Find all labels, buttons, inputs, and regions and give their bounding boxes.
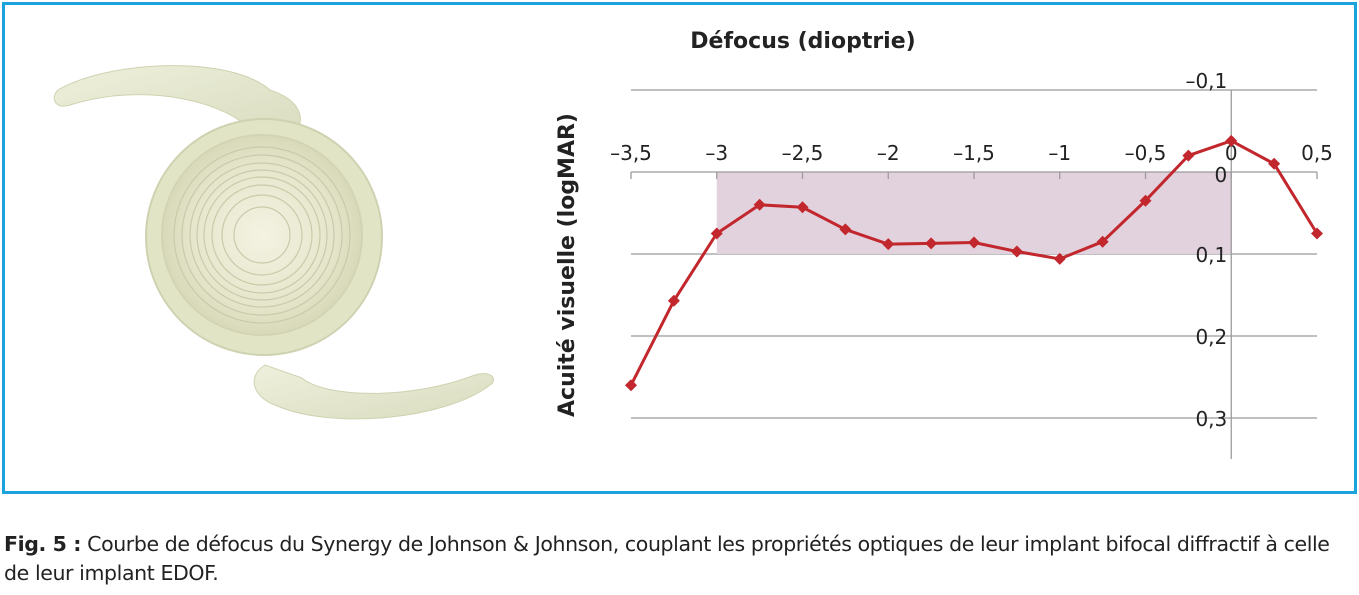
- data-point: [1010, 245, 1023, 258]
- x-tick-label: 0,5: [1301, 141, 1333, 165]
- x-tick-label: –0,5: [1125, 141, 1167, 165]
- defocus-chart: Défocus (dioptrie) Acuité visuelle (logM…: [555, 29, 1333, 459]
- y-tick-label: 0: [1215, 163, 1228, 187]
- x-tick-label: –3: [705, 141, 728, 165]
- axes: [630, 90, 1318, 459]
- data-point: [1182, 149, 1195, 162]
- caption-text: Courbe de défocus du Synergy de Johnson …: [4, 532, 1330, 585]
- y-tick-label: –0,1: [1185, 69, 1227, 93]
- data-point: [1139, 194, 1152, 207]
- x-tick-label: –3,5: [610, 141, 652, 165]
- data-point: [1311, 227, 1323, 240]
- data-point: [1096, 235, 1109, 248]
- data-point: [753, 198, 766, 211]
- x-tick-labels: –3,5 –3 –2,5 –2 –1,5 –1 –0,5 0 0,5: [610, 141, 1333, 165]
- chart-title: Défocus (dioptrie): [690, 29, 915, 54]
- x-tick-label: –2: [877, 141, 900, 165]
- y-tick-label: 0,1: [1195, 243, 1227, 267]
- y-tick-label: 0,2: [1195, 325, 1227, 349]
- data-point: [968, 236, 980, 249]
- data-point: [925, 237, 938, 250]
- x-tick-label: 0: [1225, 141, 1238, 165]
- data-point: [882, 238, 895, 251]
- intraocular-lens-image: [53, 65, 494, 420]
- y-tick-labels: –0,1 0 0,1 0,2 0,3: [1185, 69, 1227, 431]
- data-point: [667, 294, 680, 307]
- x-tick-label: –1,5: [953, 141, 995, 165]
- data-point: [710, 227, 723, 240]
- data-points: [625, 134, 1323, 392]
- caption-label: Fig. 5 :: [4, 532, 82, 556]
- x-tick-label: –2,5: [782, 141, 824, 165]
- data-point: [1225, 134, 1238, 147]
- data-point: [796, 201, 809, 214]
- y-tick-label: 0,3: [1195, 407, 1227, 431]
- data-point: [625, 379, 637, 392]
- data-point: [1268, 157, 1281, 170]
- y-axis-label: Acuité visuelle (logMAR): [555, 113, 580, 417]
- x-tick-label: –1: [1048, 141, 1071, 165]
- figure-caption: Fig. 5 : Courbe de défocus du Synergy de…: [4, 530, 1354, 588]
- data-point: [1053, 252, 1066, 265]
- data-point: [839, 223, 852, 236]
